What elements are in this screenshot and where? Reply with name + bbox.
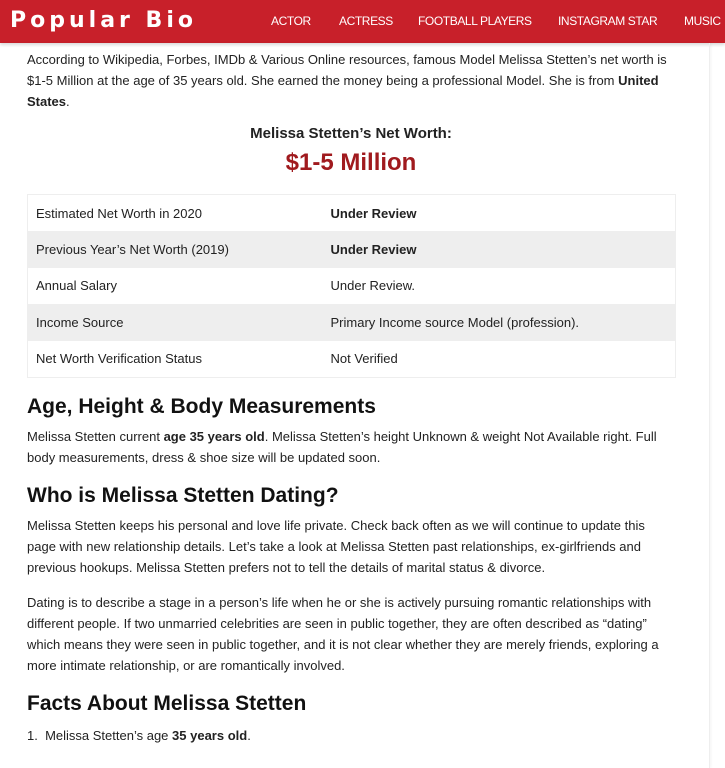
row-value: Primary Income source Model (profession)…	[322, 304, 676, 341]
article: According to Wikipedia, Forbes, IMDb & V…	[0, 43, 710, 768]
row-label: Net Worth Verification Status	[36, 351, 202, 367]
net-worth-table: Estimated Net Worth in 2020 Under Review …	[27, 194, 676, 378]
nav-instagram-star[interactable]: INSTAGRAM STAR	[558, 14, 658, 28]
row-value: Under Review	[322, 231, 676, 268]
facts-heading: Facts About Melissa Stetten	[27, 691, 307, 715]
facts-list: 1. Melissa Stetten’s age 35 years old.	[27, 725, 675, 746]
nav-music[interactable]: MUSIC	[684, 14, 721, 28]
intro-paragraph: According to Wikipedia, Forbes, IMDb & V…	[27, 49, 675, 112]
fact-text: Melissa Stetten’s age	[45, 727, 173, 743]
list-number: 1.	[27, 727, 38, 743]
row-label: Estimated Net Worth in 2020	[36, 205, 202, 221]
nav-football-players[interactable]: FOOTBALL PLAYERS	[418, 14, 532, 28]
age-paragraph: Melissa Stetten current age 35 years old…	[27, 426, 675, 468]
row-value: Under Review	[330, 205, 417, 221]
age-bold: age 35 years old	[163, 428, 265, 444]
list-item: 1. Melissa Stetten’s age 35 years old.	[27, 725, 675, 746]
nav-actress[interactable]: ACTRESS	[339, 14, 393, 28]
table-row: Annual Salary Under Review.	[28, 268, 676, 305]
row-label: Income Source	[27, 304, 323, 341]
table-row: Net Worth Verification Status Not Verifie…	[28, 341, 676, 378]
intro-end: .	[66, 94, 70, 109]
site-header: Popular Bio ACTOR ACTRESS FOOTBALL PLAYE…	[0, 0, 725, 43]
intro-country: United States	[27, 73, 659, 109]
nav-actor[interactable]: ACTOR	[271, 14, 311, 28]
table-row: Income Source Primary Income source Model…	[27, 304, 676, 341]
table-row: Estimated Net Worth in 2020 Under Review	[28, 195, 676, 232]
dating-heading: Who is Melissa Stetten Dating?	[27, 483, 339, 507]
row-value: Not Verified	[330, 351, 398, 367]
site-logo[interactable]: Popular Bio	[10, 8, 197, 33]
fact-end: .	[247, 727, 251, 743]
dating-paragraph-1: Melissa Stetten keeps his personal and l…	[27, 517, 645, 575]
age-text-end: . Melissa Stetten’s height Unknown & wei…	[27, 428, 657, 465]
dating-paragraph-2: Dating is to describe a stage in a perso…	[27, 594, 659, 673]
intro-text: According to Wikipedia, Forbes, IMDb & V…	[27, 52, 667, 88]
net-worth-title: Melissa Stetten’s Net Worth:	[250, 125, 452, 142]
row-label: Previous Year’s Net Worth (2019)	[27, 231, 323, 268]
row-value: Under Review.	[330, 278, 416, 294]
table-row: Previous Year’s Net Worth (2019) Under Re…	[27, 231, 676, 268]
age-heading: Age, Height & Body Measurements	[27, 394, 376, 418]
net-worth-amount: $1-5 Million	[285, 149, 417, 176]
fact-bold: 35 years old	[172, 727, 248, 743]
age-text: Melissa Stetten current	[27, 428, 164, 444]
row-label: Annual Salary	[36, 278, 117, 294]
